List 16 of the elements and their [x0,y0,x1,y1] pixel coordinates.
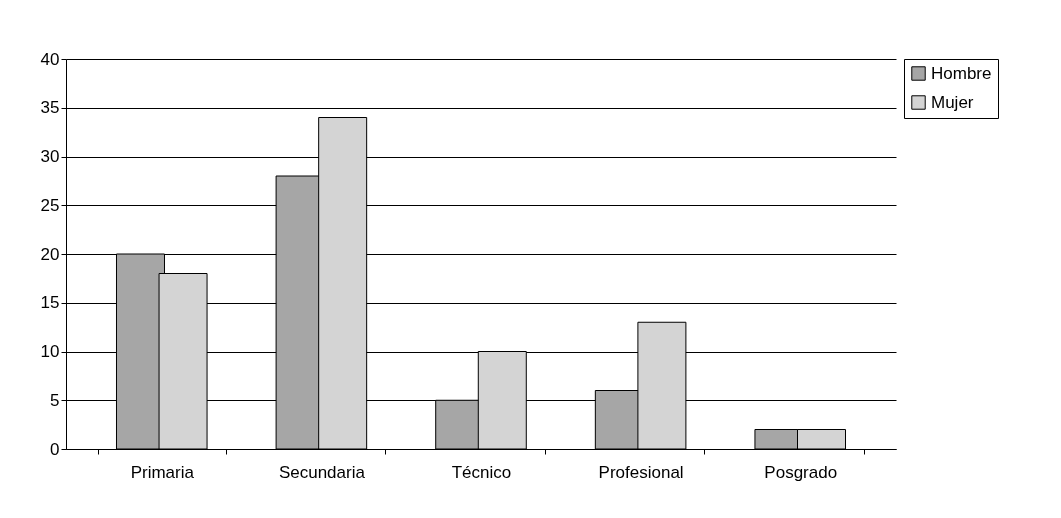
y-tick-label: 0 [50,439,60,459]
x-tick-label: Primaria [130,462,195,482]
legend-label: Mujer [931,92,974,112]
x-tick-label: Profesional [598,462,684,482]
x-tick-label: Secundaria [278,462,366,482]
x-tick-label: Técnico [451,462,512,482]
y-tick-label: 10 [40,342,60,361]
y-tick-label: 15 [40,293,60,313]
y-tick-label: 40 [40,49,60,69]
y-tick-label: 20 [40,244,60,264]
y-tick-label: 35 [40,98,60,118]
x-tick-label: Posgrado [764,462,838,482]
y-tick-label: 30 [40,147,60,166]
y-tick-label: 5 [50,390,60,410]
legend-label: Hombre [931,63,992,83]
y-tick-label: 25 [40,195,60,215]
